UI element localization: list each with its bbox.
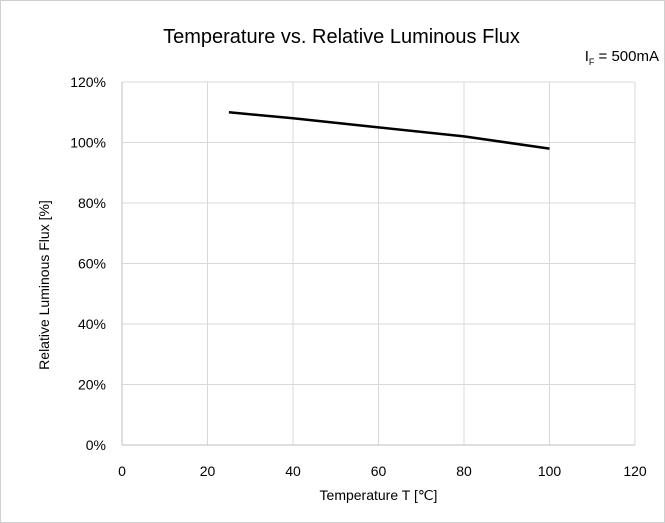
x-tick-label: 60 — [371, 463, 387, 479]
y-tick-label: 20% — [78, 377, 106, 393]
condition-value: = 500mA — [594, 48, 659, 65]
x-tick-label: 80 — [456, 463, 472, 479]
y-tick-label: 120% — [70, 74, 106, 90]
x-axis-label: Temperature T [℃] — [319, 487, 438, 503]
chart-condition-label: IF = 500mA — [585, 48, 659, 67]
condition-subscript: F — [588, 57, 595, 67]
chart-title: Temperature vs. Relative Luminous Flux — [163, 26, 520, 48]
x-tick-label: 20 — [200, 463, 216, 479]
y-tick-label: 80% — [78, 195, 106, 211]
x-tick-label: 100 — [538, 463, 562, 479]
x-tick-label: 120 — [623, 463, 647, 479]
y-tick-label: 40% — [78, 316, 106, 332]
y-tick-label: 0% — [86, 437, 106, 453]
y-tick-label: 60% — [78, 256, 106, 272]
series-line — [228, 111, 550, 150]
condition-symbol: I — [584, 48, 589, 65]
x-tick-label: 0 — [118, 463, 126, 479]
y-tick-label: 100% — [70, 135, 106, 151]
x-tick-label: 40 — [285, 463, 301, 479]
